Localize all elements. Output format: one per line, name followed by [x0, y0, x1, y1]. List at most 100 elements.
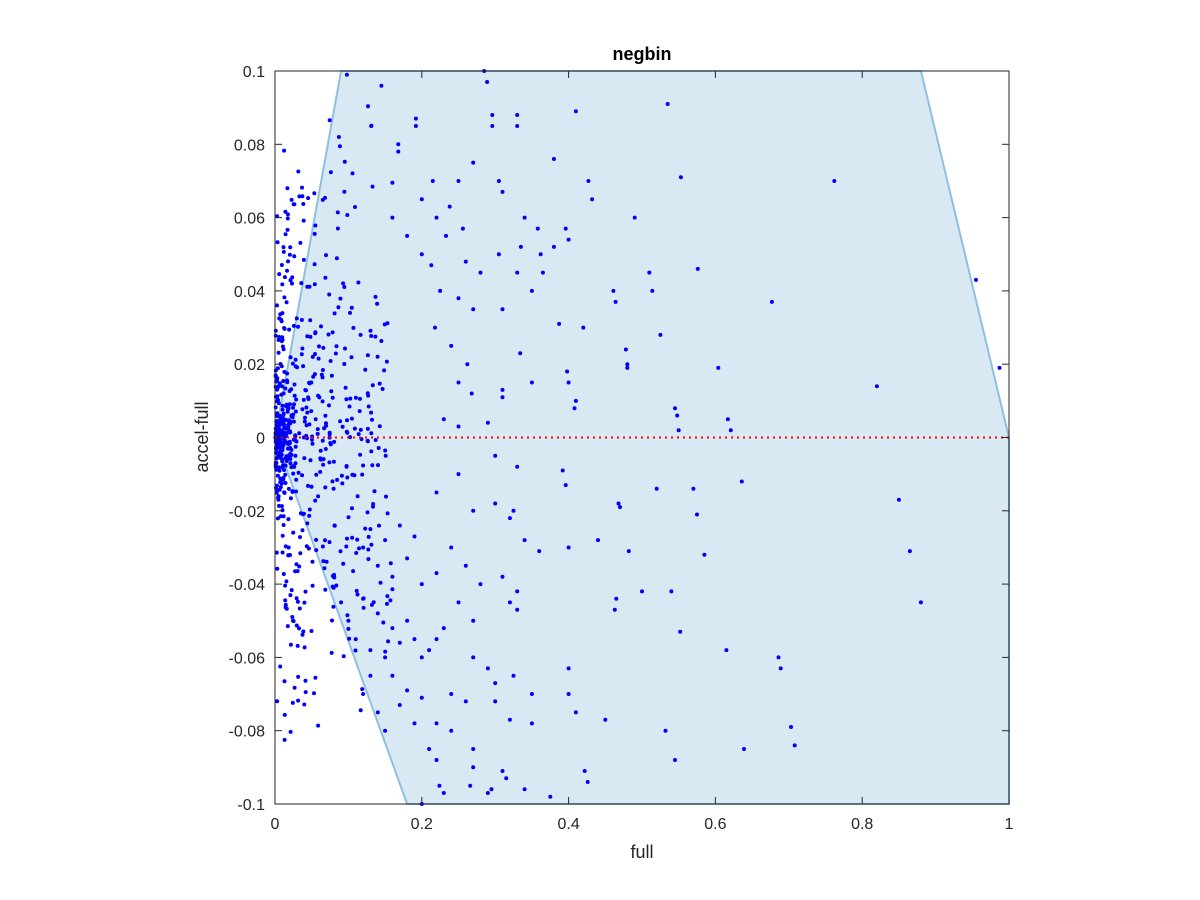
scatter-point: [297, 564, 302, 569]
scatter-point: [324, 421, 328, 426]
scatter-point: [390, 574, 395, 579]
scatter-point: [301, 435, 306, 440]
y-axis-ticks: -0.1 -0.08 -0.06 -0.04 -0.02 0 0.02 0.04 0.06 0.0…: [229, 64, 1009, 814]
scatter-point: [331, 459, 336, 464]
scatter-point: [293, 357, 298, 362]
scatter-point: [369, 334, 374, 338]
scatter-point: [456, 424, 461, 429]
scatter-point: [283, 209, 288, 214]
y-tick-label: 0.06: [234, 211, 265, 228]
scatter-point: [370, 463, 375, 468]
scatter-point: [383, 728, 388, 733]
scatter-point: [456, 179, 461, 183]
scatter-point: [573, 710, 578, 715]
scatter-point: [287, 252, 292, 257]
scatter-point: [383, 538, 388, 543]
scatter-point: [282, 148, 287, 153]
scatter-point: [581, 325, 586, 330]
scatter-point: [277, 445, 282, 450]
scatter-point: [496, 252, 501, 257]
scatter-point: [375, 354, 380, 359]
scatter-point: [342, 189, 347, 194]
scatter-point: [283, 417, 288, 422]
scatter-point: [366, 534, 371, 539]
scatter-point: [327, 540, 332, 545]
scatter-point: [301, 257, 306, 262]
scatter-point: [320, 438, 325, 443]
scatter-point: [277, 503, 281, 508]
scatter-point: [294, 596, 299, 601]
scatter-point: [665, 102, 670, 106]
scatter-point: [339, 600, 344, 605]
scatter-point: [361, 545, 366, 550]
scatter-point: [294, 562, 299, 567]
scatter-point: [678, 629, 683, 634]
scatter-point: [284, 606, 289, 611]
scatter-point: [323, 587, 328, 592]
scatter-point: [419, 655, 424, 660]
scatter-point: [490, 124, 495, 128]
scatter-point: [511, 673, 516, 678]
scatter-point: [302, 456, 307, 461]
scatter-point: [287, 327, 292, 332]
scatter-point: [327, 118, 332, 123]
scatter-point: [321, 345, 326, 350]
scatter-point: [565, 369, 570, 374]
scatter-point: [314, 548, 319, 553]
scatter-point: [566, 666, 571, 671]
scatter-point: [334, 583, 339, 588]
scatter-point: [673, 406, 677, 411]
scatter-point: [441, 417, 446, 422]
scatter-point: [318, 448, 323, 453]
scatter-point: [299, 281, 304, 286]
scatter-point: [297, 606, 302, 611]
scatter-point: [702, 552, 707, 557]
scatter-point: [918, 600, 923, 605]
scatter-point: [675, 413, 680, 418]
scatter-point: [832, 179, 837, 183]
scatter-point: [582, 769, 587, 773]
scatter-point: [281, 379, 286, 383]
scatter-point: [288, 642, 293, 647]
scatter-point: [382, 322, 387, 327]
scatter-point: [632, 215, 637, 220]
scatter-point: [315, 427, 320, 432]
scatter-point: [290, 615, 295, 619]
scatter-point: [349, 416, 354, 421]
points-layer: [273, 69, 1002, 806]
scatter-point: [353, 205, 357, 209]
scatter-point: [293, 439, 298, 443]
x-tick-label: 0.8: [851, 816, 873, 833]
scatter-point: [500, 769, 505, 773]
scatter-point: [650, 288, 655, 293]
scatter-point: [413, 116, 418, 121]
scatter-point: [405, 556, 410, 561]
scatter-point: [341, 281, 346, 286]
scatter-point: [515, 589, 520, 594]
scatter-point: [369, 542, 374, 547]
scatter-point: [281, 245, 286, 250]
scatter-point: [292, 685, 297, 690]
scatter-point: [292, 202, 297, 207]
scatter-point: [274, 488, 279, 493]
scatter-point: [691, 486, 696, 491]
scatter-point: [663, 728, 668, 733]
scatter-point: [277, 316, 282, 321]
scatter-point: [535, 226, 540, 231]
scatter-point: [346, 626, 351, 631]
y-tick-label: 0.04: [234, 284, 265, 301]
scatter-point: [341, 654, 346, 659]
scatter-point: [328, 359, 333, 363]
x-tick-label: 0.6: [704, 816, 726, 833]
scatter-point: [327, 460, 332, 465]
scatter-point: [358, 708, 363, 713]
scatter-point: [540, 270, 545, 275]
scatter-point: [405, 233, 410, 238]
scatter-point: [313, 223, 318, 228]
scatter-point: [285, 186, 290, 191]
scatter-point: [563, 483, 568, 488]
scatter-point: [293, 444, 298, 449]
scatter-point: [383, 453, 388, 458]
scatter-point: [471, 765, 476, 770]
scatter-point: [342, 159, 347, 164]
